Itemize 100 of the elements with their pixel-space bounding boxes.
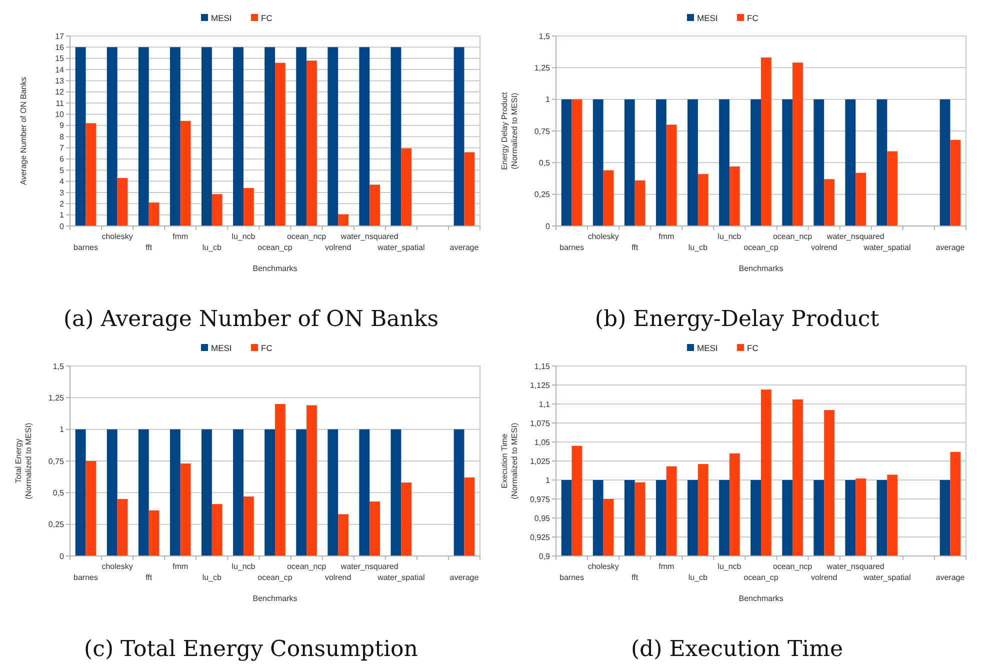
bar (370, 184, 380, 226)
x-axis-title: Benchmarks (252, 594, 298, 603)
bar (233, 429, 244, 556)
bar (296, 429, 307, 556)
y-tick-label: 10 (55, 110, 65, 120)
bar (86, 123, 96, 226)
bar (296, 47, 307, 226)
bar (243, 188, 254, 226)
x-tick-label: ocean_cp (258, 573, 293, 582)
x-tick-label: lu_cb (202, 243, 222, 252)
x-tick-label: fft (632, 243, 639, 252)
x-tick-label: ocean_ncp (286, 562, 327, 571)
bar (86, 461, 96, 556)
x-tick-label: lu_cb (202, 573, 222, 582)
text: (d) Execution Time (630, 637, 844, 662)
bar (148, 510, 160, 556)
bar (148, 202, 160, 226)
bar (106, 47, 118, 226)
x-axis-title: Benchmarks (252, 264, 298, 273)
bar (688, 99, 698, 226)
bar (561, 99, 572, 226)
y-tick-label: 0,25 (534, 190, 551, 200)
bar (328, 47, 338, 226)
y-tick-label: 1,15 (534, 362, 551, 371)
bar (180, 120, 191, 226)
bar (117, 499, 128, 556)
x-tick-label: lu_ncb (718, 232, 742, 241)
y-tick-label: 4 (60, 177, 65, 186)
x-tick-label: barnes (560, 573, 584, 582)
x-tick-label: lu_ncb (232, 232, 256, 241)
y-axis-title: Execution Time (Normalized to MESI) (500, 422, 519, 500)
x-tick-label: average (450, 573, 480, 582)
y-tick-label: 1,025 (530, 456, 551, 466)
x-tick-label: barnes (560, 243, 584, 252)
x-tick-label: fmm (172, 562, 188, 571)
x-tick-label: fft (146, 573, 153, 582)
bar (75, 429, 86, 556)
y-tick-label: 12 (55, 88, 65, 97)
x-tick-label: barnes (74, 243, 98, 252)
bar (138, 429, 149, 556)
bar (275, 404, 286, 556)
x-tick-label: average (450, 243, 480, 252)
y-axis-title: Average Number of ON Banks (19, 77, 28, 185)
bar (106, 429, 118, 556)
y-tick-label: 0,95 (534, 514, 551, 523)
bar (750, 99, 761, 226)
bar (592, 99, 604, 226)
y-tick-label: 0,975 (530, 494, 551, 504)
bar (845, 99, 856, 226)
legend-label: MESI (211, 13, 232, 23)
bar (624, 99, 635, 226)
x-tick-label: ocean_ncp (772, 562, 813, 571)
bar (719, 99, 730, 226)
y-tick-label: 1,125 (530, 380, 551, 390)
y-tick-label: 15 (55, 54, 65, 64)
legend-label: FC (261, 13, 272, 23)
x-tick-label: volrend (324, 243, 352, 252)
x-tick-label: water_spatial (862, 243, 911, 252)
bar (464, 152, 475, 226)
y-tick-label: 1,5 (52, 362, 65, 371)
x-tick-label: volrend (324, 573, 352, 582)
y-tick-label: 7 (60, 144, 65, 153)
x-tick-label: ocean_cp (744, 243, 779, 252)
x-tick-label: fmm (658, 562, 674, 571)
bar (729, 166, 740, 226)
y-tick-label: 1,05 (534, 438, 551, 447)
x-tick-label: average (936, 573, 966, 582)
bar (876, 99, 888, 226)
x-tick-label: cholesky (588, 562, 619, 571)
legend-label: MESI (697, 13, 718, 23)
x-tick-label: ocean_ncp (286, 232, 327, 241)
y-tick-label: 0,5 (52, 488, 65, 498)
bar (117, 178, 128, 226)
y-tick-label: 0 (546, 222, 551, 231)
bar (202, 429, 212, 556)
x-tick-label: ocean_ncp (772, 232, 813, 241)
bar (370, 502, 380, 556)
text: (c) Total Energy Consumption (84, 637, 418, 662)
bar (603, 170, 614, 226)
y-tick-label: 0,75 (48, 456, 65, 466)
y-tick-label: 1,25 (534, 63, 551, 72)
bar (390, 47, 402, 226)
bar (306, 60, 317, 226)
x-tick-label: water_nsquared (826, 562, 884, 571)
y-tick-label: 17 (55, 32, 65, 41)
bar (761, 58, 772, 226)
bar (170, 47, 180, 226)
y-tick-label: 0,9 (538, 552, 551, 561)
x-axis-title: Benchmarks (738, 264, 784, 273)
bar (338, 214, 348, 226)
bar (180, 464, 191, 556)
x-tick-label: cholesky (588, 232, 619, 241)
y-tick-label: 1,25 (48, 393, 65, 402)
bar (824, 179, 834, 226)
x-tick-label: lu_ncb (718, 562, 742, 571)
x-tick-label: water_nsquared (340, 232, 398, 241)
bar (212, 504, 222, 556)
bar (212, 194, 222, 226)
bar (264, 47, 275, 226)
bar (634, 180, 646, 226)
